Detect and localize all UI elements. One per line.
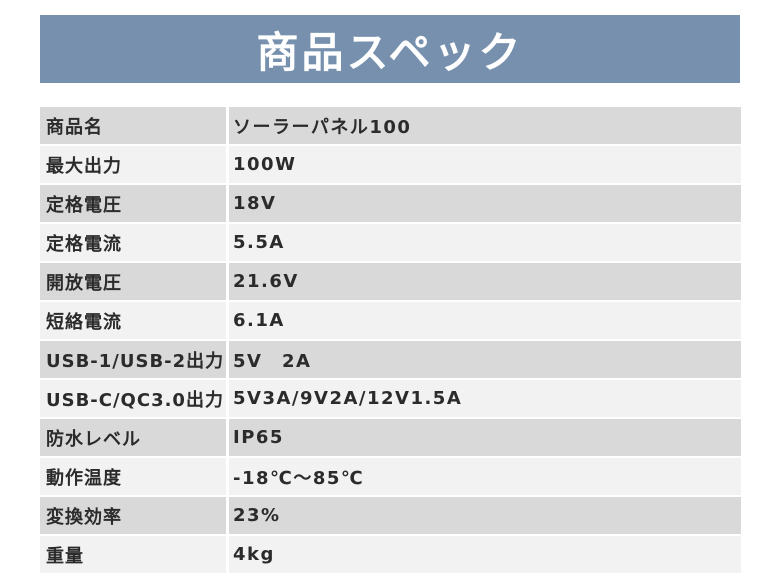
spec-value: ソーラーパネル100 bbox=[229, 107, 741, 146]
spec-label: USB-C/QC3.0出力 bbox=[40, 380, 226, 419]
spec-row-open-voltage: 開放電圧 21.6V bbox=[40, 263, 741, 302]
spec-row-short-circuit-current: 短絡電流 6.1A bbox=[40, 302, 741, 341]
spec-row-weight: 重量 4kg bbox=[40, 536, 741, 575]
spec-row-usbc-output: USB-C/QC3.0出力 5V3A/9V2A/12V1.5A bbox=[40, 380, 741, 419]
spec-value: 4kg bbox=[229, 536, 741, 575]
spec-label: 定格電流 bbox=[40, 224, 226, 263]
spec-table: 商品名 ソーラーパネル100 最大出力 100W 定格電圧 18V 定格電流 5… bbox=[40, 107, 741, 575]
spec-value: 6.1A bbox=[229, 302, 741, 341]
spec-value: 5V 2A bbox=[229, 341, 741, 380]
spec-value: 21.6V bbox=[229, 263, 741, 302]
spec-label: 変換効率 bbox=[40, 497, 226, 536]
spec-label: 重量 bbox=[40, 536, 226, 575]
spec-label: 定格電圧 bbox=[40, 185, 226, 224]
spec-label: USB-1/USB-2出力 bbox=[40, 341, 226, 380]
spec-value: 5.5A bbox=[229, 224, 741, 263]
spec-row-conversion-efficiency: 変換効率 23% bbox=[40, 497, 741, 536]
spec-row-usb-output: USB-1/USB-2出力 5V 2A bbox=[40, 341, 741, 380]
spec-row-product-name: 商品名 ソーラーパネル100 bbox=[40, 107, 741, 146]
page-title: 商品スペック bbox=[256, 27, 524, 77]
spec-value: IP65 bbox=[229, 419, 741, 458]
header-band: 商品スペック bbox=[40, 15, 740, 83]
spec-label: 短絡電流 bbox=[40, 302, 226, 341]
spec-row-max-output: 最大出力 100W bbox=[40, 146, 741, 185]
spec-value: 100W bbox=[229, 146, 741, 185]
spec-row-operating-temp: 動作温度 -18℃～85℃ bbox=[40, 458, 741, 497]
spec-label: 最大出力 bbox=[40, 146, 226, 185]
spec-value: -18℃～85℃ bbox=[229, 458, 741, 497]
spec-value: 23% bbox=[229, 497, 741, 536]
spec-label: 防水レベル bbox=[40, 419, 226, 458]
spec-label: 動作温度 bbox=[40, 458, 226, 497]
spec-row-rated-current: 定格電流 5.5A bbox=[40, 224, 741, 263]
spec-value: 5V3A/9V2A/12V1.5A bbox=[229, 380, 741, 419]
spec-value: 18V bbox=[229, 185, 741, 224]
spec-label: 開放電圧 bbox=[40, 263, 226, 302]
spec-label: 商品名 bbox=[40, 107, 226, 146]
spec-row-rated-voltage: 定格電圧 18V bbox=[40, 185, 741, 224]
spec-row-waterproof: 防水レベル IP65 bbox=[40, 419, 741, 458]
